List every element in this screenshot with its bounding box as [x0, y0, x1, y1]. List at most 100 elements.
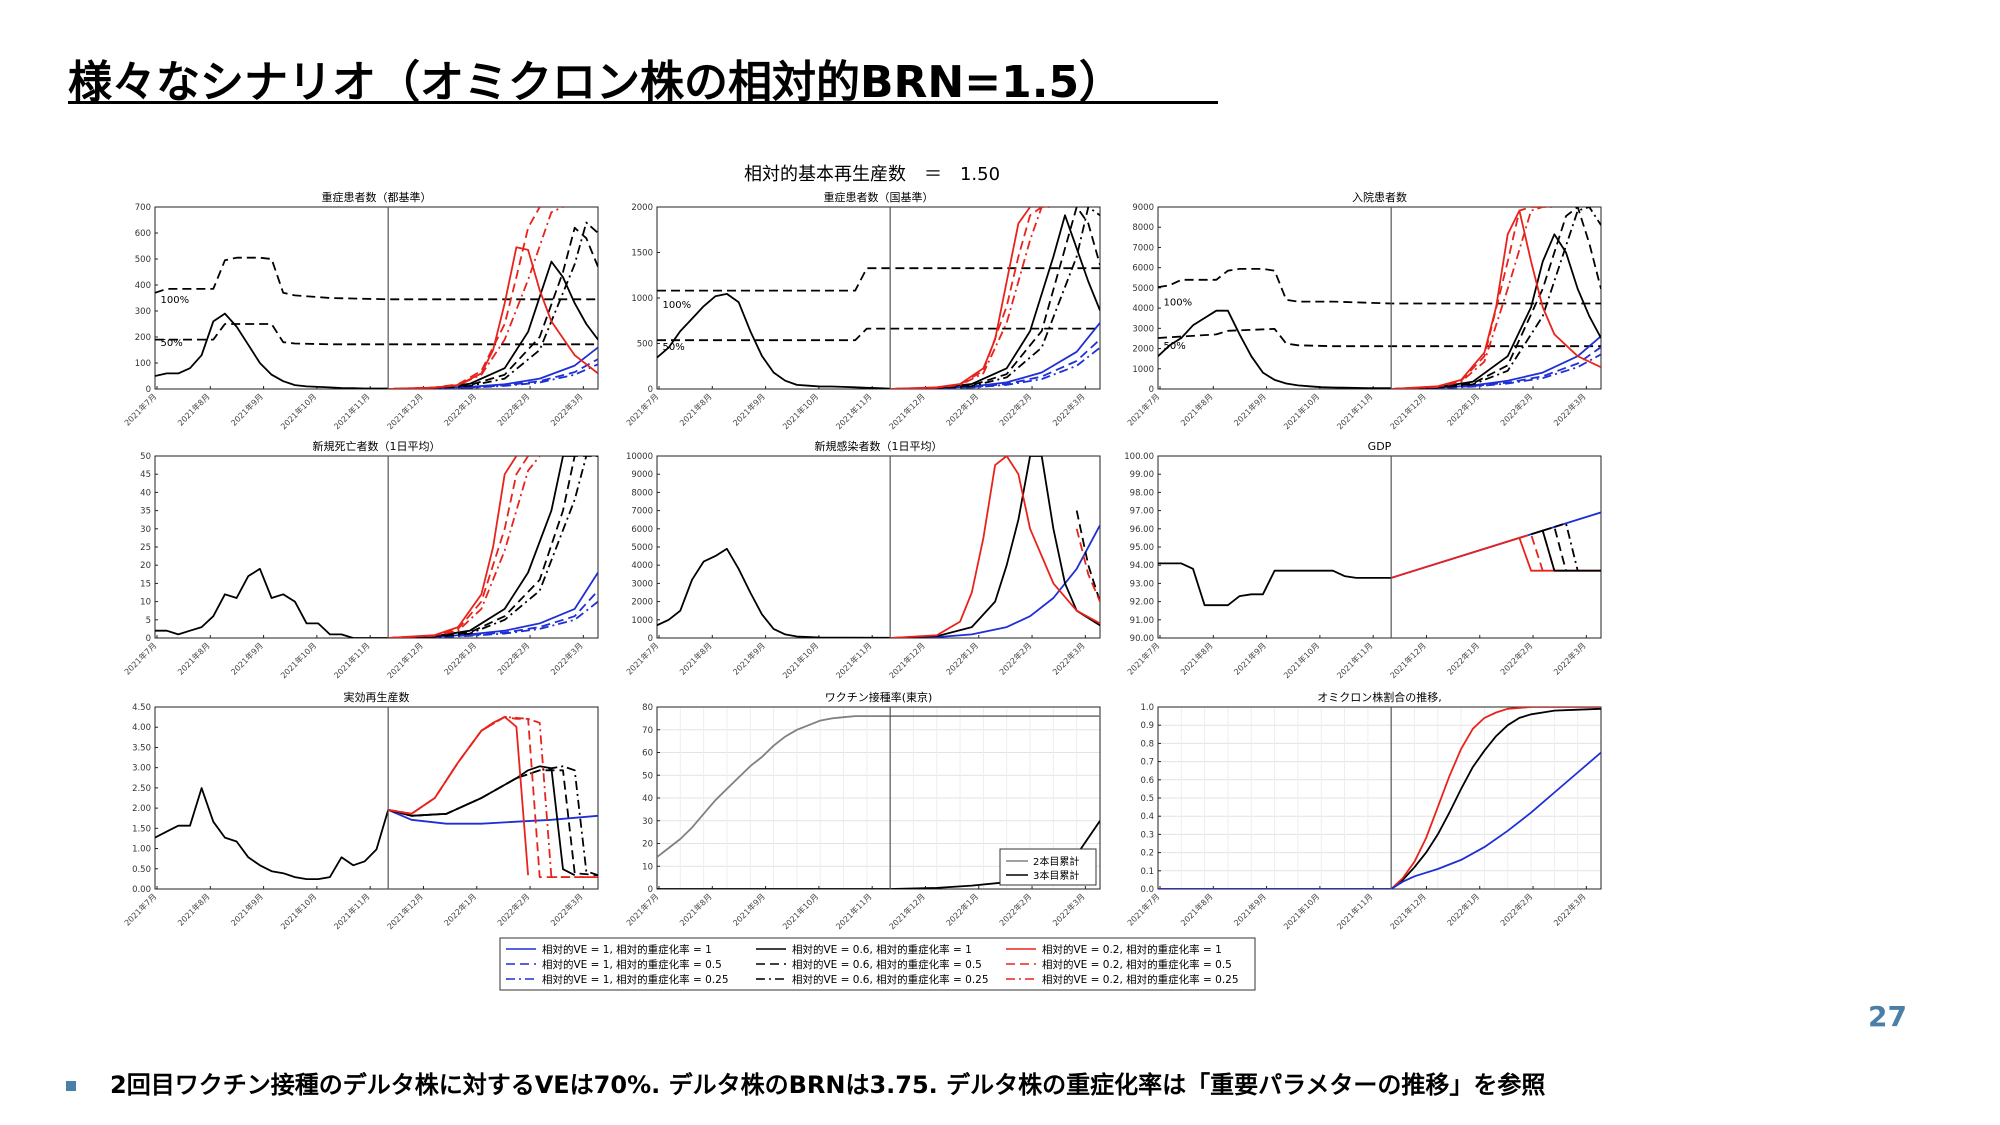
- y-tick-label: 4.00: [132, 723, 151, 733]
- x-tick-label: 2022年2月: [997, 640, 1033, 676]
- x-tick-label: 2022年3月: [1551, 640, 1587, 676]
- series-line: [890, 207, 1100, 389]
- y-tick-label: 100: [135, 359, 151, 369]
- chart-panel: 入院患者数 0 1000 2000 3000 4000 5000 6000 7000 8000 90…: [1125, 190, 1602, 431]
- series-line: [155, 312, 389, 389]
- y-tick-label: 90.00: [1130, 634, 1154, 644]
- y-tick-label: 0.50: [132, 865, 151, 875]
- x-tick-label: 2022年3月: [1551, 891, 1587, 927]
- x-tick-label: 2021年11月: [332, 391, 372, 431]
- x-tick-label: 2021年11月: [834, 640, 874, 680]
- x-tick-label: 2022年3月: [1050, 391, 1086, 427]
- x-tick-label: 2021年7月: [1125, 891, 1161, 927]
- slide-title: 様々なシナリオ（オミクロン株の相対的BRN=1.5）: [68, 57, 1124, 108]
- y-tick-label: 20: [140, 561, 151, 571]
- series-line: [388, 207, 564, 389]
- y-tick-label: 8000: [1132, 223, 1154, 233]
- y-tick-label: 93.00: [1130, 579, 1154, 589]
- bullet-icon: [66, 1081, 76, 1091]
- x-tick-label: 2022年1月: [944, 391, 980, 427]
- series-line: [388, 456, 587, 638]
- chart-panel: 新規死亡者数（1日平均） 0 5 10 15 20 25 30 35 40 45 50 2021年7月 2…: [122, 439, 599, 680]
- series-line: [1158, 751, 1601, 889]
- plot-frame: [656, 455, 1101, 639]
- y-tick-label: 4000: [1132, 304, 1154, 314]
- y-tick-label: 40: [642, 794, 653, 804]
- series-line: [1075, 510, 1100, 602]
- y-tick-label: 0.4: [1140, 812, 1154, 822]
- series-line: [388, 207, 541, 389]
- y-tick-label: 700: [135, 203, 151, 213]
- x-tick-label: 2021年9月: [229, 391, 265, 427]
- y-tick-label: 20: [642, 840, 653, 850]
- y-tick-label: 94.00: [1130, 561, 1154, 571]
- x-tick-label: 2021年11月: [834, 891, 874, 931]
- x-tick-label: 2022年1月: [944, 891, 980, 927]
- series-line: [388, 590, 598, 638]
- series-line: [657, 293, 891, 389]
- legend-label: 相対的VE = 0.2, 相対的重症化率 = 1: [1042, 943, 1222, 956]
- plot-frame: [1157, 206, 1602, 390]
- y-tick-label: 3.50: [132, 743, 151, 753]
- plot-frame: [154, 206, 599, 390]
- series-line: [388, 456, 541, 638]
- chart-panel: 重症患者数（都基準） 0 100 200 300 400 500 600 700 2021年7月 2…: [122, 190, 599, 431]
- series-line: [890, 207, 1054, 389]
- y-tick-label: 0: [648, 385, 653, 395]
- y-tick-label: 0: [648, 885, 653, 895]
- x-tick-label: 2021年12月: [1388, 640, 1428, 680]
- chart-title: 重症患者数（国基準）: [824, 190, 934, 204]
- y-tick-label: 70: [642, 726, 653, 736]
- y-tick-label: 97.00: [1130, 507, 1154, 517]
- y-tick-label: 91.00: [1130, 616, 1154, 626]
- x-tick-label: 2022年3月: [1050, 640, 1086, 676]
- x-tick-label: 2022年2月: [1498, 391, 1534, 427]
- x-tick-label: 2021年11月: [1335, 640, 1375, 680]
- y-tick-label: 0.1: [1140, 867, 1154, 877]
- x-tick-label: 2021年9月: [731, 391, 767, 427]
- series-group: [657, 207, 1100, 389]
- chart-title: GDP: [1368, 440, 1392, 453]
- series-line: [1519, 533, 1544, 571]
- series-line: [155, 787, 390, 880]
- y-tick-label: 10: [642, 862, 653, 872]
- x-tick-label: 2022年3月: [548, 391, 584, 427]
- y-tick-label: 45: [140, 470, 151, 480]
- y-tick-label: 1.00: [132, 845, 151, 855]
- series-group: [1158, 207, 1601, 389]
- series-line: [657, 715, 1100, 858]
- x-tick-label: 2022年2月: [997, 391, 1033, 427]
- y-tick-label: 1.50: [132, 824, 151, 834]
- x-tick-label: 2021年8月: [1178, 640, 1214, 676]
- y-tick-label: 9000: [1132, 203, 1154, 213]
- footnote: 2回目ワクチン接種のデルタ株に対するVEは70%. デルタ株のBRNは3.75.…: [66, 1065, 1545, 1100]
- chart-title: 新規死亡者数（1日平均）: [313, 439, 441, 453]
- title-underline: [68, 101, 1218, 104]
- legend-label: 相対的VE = 0.6, 相対的重症化率 = 0.5: [792, 958, 982, 971]
- plot-frame: [1157, 455, 1602, 639]
- y-tick-label: 600: [135, 229, 151, 239]
- x-tick-label: 2021年10月: [278, 391, 318, 431]
- x-tick-label: 2021年7月: [122, 891, 158, 927]
- x-tick-label: 2021年7月: [1125, 391, 1161, 427]
- x-tick-label: 2021年7月: [122, 640, 158, 676]
- x-tick-label: 2022年3月: [1551, 391, 1587, 427]
- y-tick-label: 0: [146, 634, 151, 644]
- y-tick-label: 2.50: [132, 784, 151, 794]
- x-tick-label: 2021年8月: [175, 891, 211, 927]
- y-tick-label: 0.3: [1140, 830, 1154, 840]
- y-tick-label: 0.2: [1140, 849, 1154, 859]
- series-line: [155, 256, 598, 301]
- legend-label: 3本目累計: [1033, 869, 1079, 882]
- y-tick-label: 5: [146, 616, 151, 626]
- series-line: [1158, 309, 1392, 389]
- series-line: [388, 716, 598, 878]
- y-tick-label: 0.7: [1140, 758, 1154, 768]
- x-tick-label: 2021年12月: [385, 391, 425, 431]
- y-tick-label: 80: [642, 703, 653, 713]
- series-group: [1158, 511, 1601, 607]
- y-tick-label: 7000: [1132, 243, 1154, 253]
- x-tick-label: 2021年12月: [887, 640, 927, 680]
- chart-panel: GDP 90.00 91.00 92.00 93.00 94.00 95.00 96.00 97…: [1124, 440, 1602, 680]
